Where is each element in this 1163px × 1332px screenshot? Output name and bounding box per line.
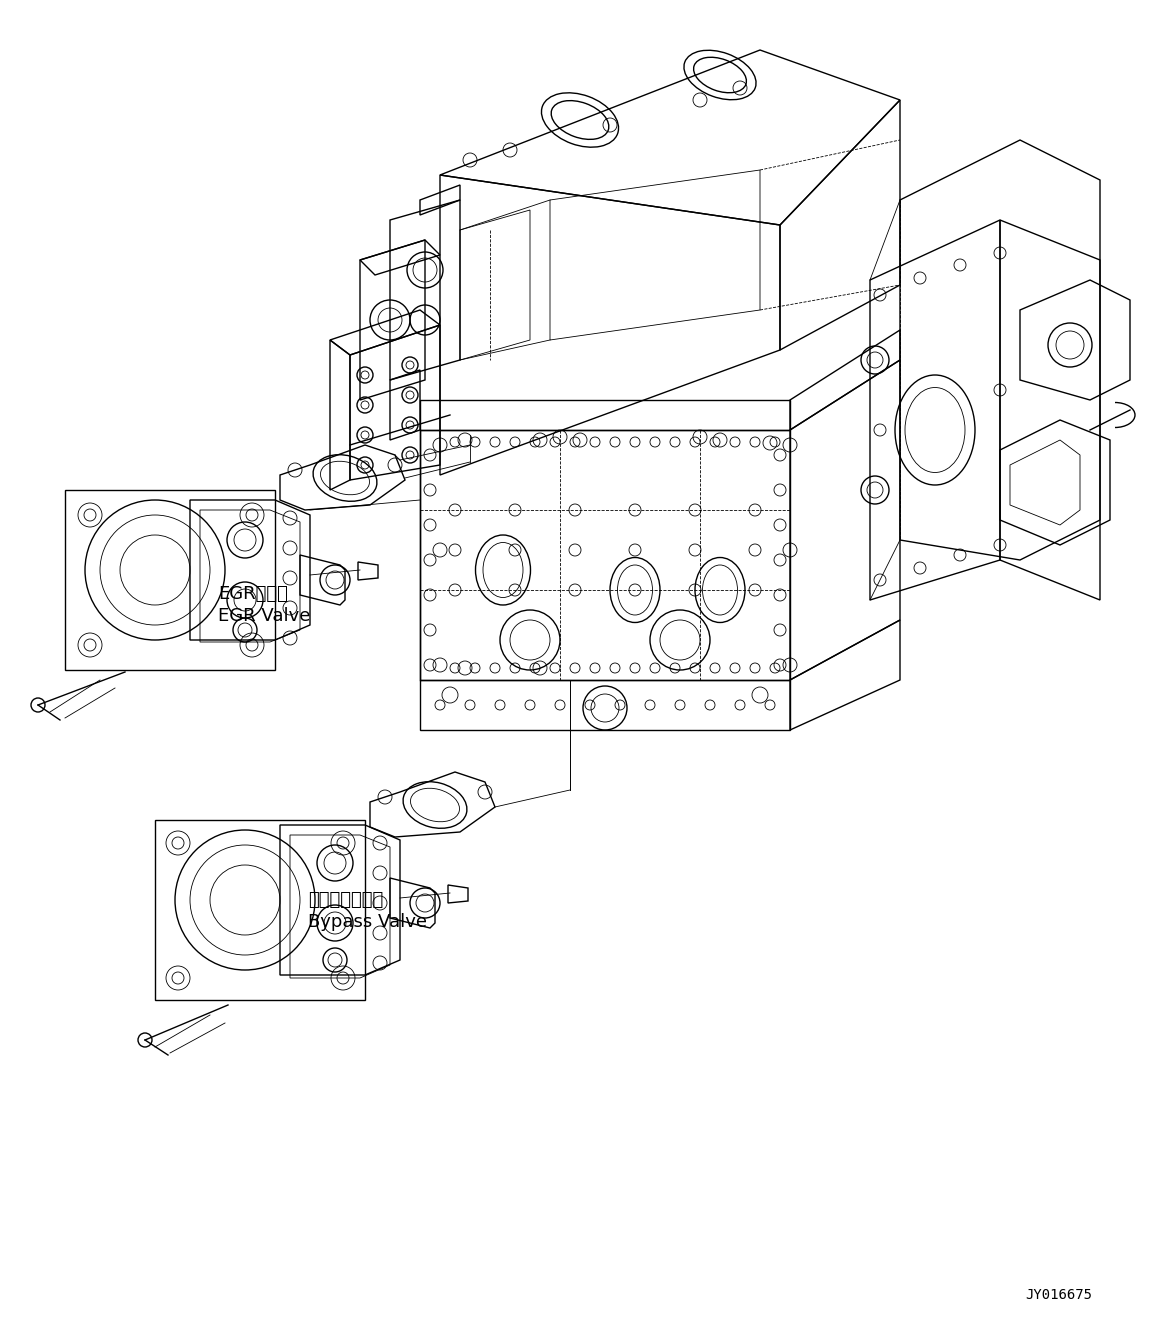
Text: EGRバルブ: EGRバルブ <box>217 585 288 603</box>
Text: Bypass Valve: Bypass Valve <box>308 912 427 931</box>
Text: JY016675: JY016675 <box>1025 1288 1092 1301</box>
Text: バイパスバルブ: バイパスバルブ <box>308 891 384 908</box>
Text: EGR Valve: EGR Valve <box>217 607 311 625</box>
